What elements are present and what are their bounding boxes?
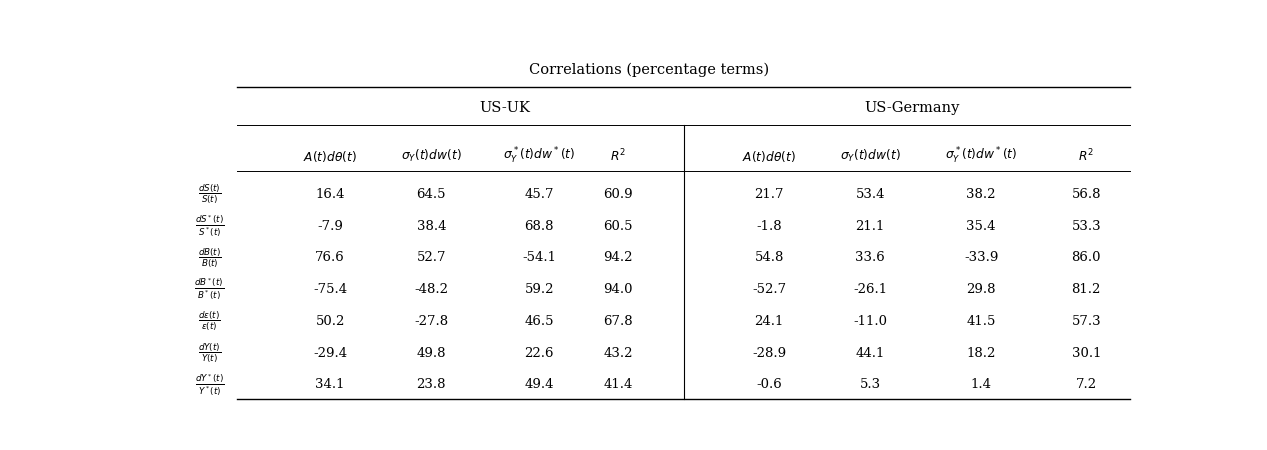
Text: 94.2: 94.2 <box>603 252 632 264</box>
Text: 49.8: 49.8 <box>417 346 446 360</box>
Text: 21.7: 21.7 <box>754 188 784 201</box>
Text: 49.4: 49.4 <box>525 378 554 392</box>
Text: -29.4: -29.4 <box>313 346 347 360</box>
Text: $\frac{dY^*(t)}{Y^*(t)}$: $\frac{dY^*(t)}{Y^*(t)}$ <box>195 372 224 398</box>
Text: US-Germany: US-Germany <box>864 101 959 115</box>
Text: 30.1: 30.1 <box>1072 346 1101 360</box>
Text: 29.8: 29.8 <box>967 283 996 296</box>
Text: -11.0: -11.0 <box>853 315 887 328</box>
Text: 16.4: 16.4 <box>315 188 345 201</box>
Text: 50.2: 50.2 <box>315 315 345 328</box>
Text: -7.9: -7.9 <box>317 220 343 233</box>
Text: 24.1: 24.1 <box>754 315 784 328</box>
Text: -27.8: -27.8 <box>414 315 449 328</box>
Text: US-UK: US-UK <box>479 101 530 115</box>
Text: 5.3: 5.3 <box>860 378 881 392</box>
Text: 53.3: 53.3 <box>1072 220 1101 233</box>
Text: 60.9: 60.9 <box>603 188 632 201</box>
Text: $A(t)d\theta(t)$: $A(t)d\theta(t)$ <box>742 148 796 164</box>
Text: $\frac{dY(t)}{Y(t)}$: $\frac{dY(t)}{Y(t)}$ <box>198 341 220 365</box>
Text: $A(t)d\theta(t)$: $A(t)d\theta(t)$ <box>303 148 357 164</box>
Text: -26.1: -26.1 <box>853 283 887 296</box>
Text: 35.4: 35.4 <box>967 220 996 233</box>
Text: 57.3: 57.3 <box>1072 315 1101 328</box>
Text: 44.1: 44.1 <box>855 346 884 360</box>
Text: 23.8: 23.8 <box>417 378 446 392</box>
Text: 56.8: 56.8 <box>1072 188 1101 201</box>
Text: $\sigma_Y^*(t)dw^*(t)$: $\sigma_Y^*(t)dw^*(t)$ <box>945 146 1017 166</box>
Text: 54.8: 54.8 <box>754 252 784 264</box>
Text: 18.2: 18.2 <box>967 346 996 360</box>
Text: $\sigma_Y(t)dw(t)$: $\sigma_Y(t)dw(t)$ <box>840 148 901 164</box>
Text: $R^2$: $R^2$ <box>609 148 626 165</box>
Text: 43.2: 43.2 <box>603 346 632 360</box>
Text: 52.7: 52.7 <box>417 252 446 264</box>
Text: 45.7: 45.7 <box>525 188 554 201</box>
Text: -54.1: -54.1 <box>522 252 556 264</box>
Text: 38.2: 38.2 <box>967 188 996 201</box>
Text: Correlations (percentage terms): Correlations (percentage terms) <box>530 63 769 77</box>
Text: 21.1: 21.1 <box>855 220 884 233</box>
Text: 38.4: 38.4 <box>417 220 446 233</box>
Text: -48.2: -48.2 <box>414 283 449 296</box>
Text: -1.8: -1.8 <box>756 220 782 233</box>
Text: 81.2: 81.2 <box>1072 283 1101 296</box>
Text: 7.2: 7.2 <box>1076 378 1097 392</box>
Text: -52.7: -52.7 <box>753 283 787 296</box>
Text: 46.5: 46.5 <box>525 315 554 328</box>
Text: 60.5: 60.5 <box>603 220 632 233</box>
Text: 22.6: 22.6 <box>525 346 554 360</box>
Text: $R^2$: $R^2$ <box>1078 148 1095 165</box>
Text: 41.5: 41.5 <box>967 315 996 328</box>
Text: $\frac{dS(t)}{S(t)}$: $\frac{dS(t)}{S(t)}$ <box>198 182 222 206</box>
Text: $\frac{dS^*(t)}{S^*(t)}$: $\frac{dS^*(t)}{S^*(t)}$ <box>195 213 224 239</box>
Text: 33.6: 33.6 <box>855 252 886 264</box>
Text: 68.8: 68.8 <box>525 220 554 233</box>
Text: 67.8: 67.8 <box>603 315 632 328</box>
Text: 53.4: 53.4 <box>855 188 886 201</box>
Text: -0.6: -0.6 <box>756 378 782 392</box>
Text: -33.9: -33.9 <box>964 252 998 264</box>
Text: $\sigma_Y^*(t)dw^*(t)$: $\sigma_Y^*(t)dw^*(t)$ <box>503 146 575 166</box>
Text: 34.1: 34.1 <box>315 378 345 392</box>
Text: 86.0: 86.0 <box>1072 252 1101 264</box>
Text: -75.4: -75.4 <box>313 283 347 296</box>
Text: $\frac{dB(t)}{B(t)}$: $\frac{dB(t)}{B(t)}$ <box>198 246 222 270</box>
Text: 59.2: 59.2 <box>525 283 554 296</box>
Text: 1.4: 1.4 <box>971 378 992 392</box>
Text: $\frac{dB^*(t)}{B^*(t)}$: $\frac{dB^*(t)}{B^*(t)}$ <box>194 277 224 302</box>
Text: 64.5: 64.5 <box>417 188 446 201</box>
Text: -28.9: -28.9 <box>753 346 787 360</box>
Text: 76.6: 76.6 <box>315 252 345 264</box>
Text: $\sigma_Y(t)dw(t)$: $\sigma_Y(t)dw(t)$ <box>400 148 461 164</box>
Text: 41.4: 41.4 <box>603 378 632 392</box>
Text: 94.0: 94.0 <box>603 283 632 296</box>
Text: $\frac{d\varepsilon(t)}{\varepsilon(t)}$: $\frac{d\varepsilon(t)}{\varepsilon(t)}$ <box>198 310 220 333</box>
